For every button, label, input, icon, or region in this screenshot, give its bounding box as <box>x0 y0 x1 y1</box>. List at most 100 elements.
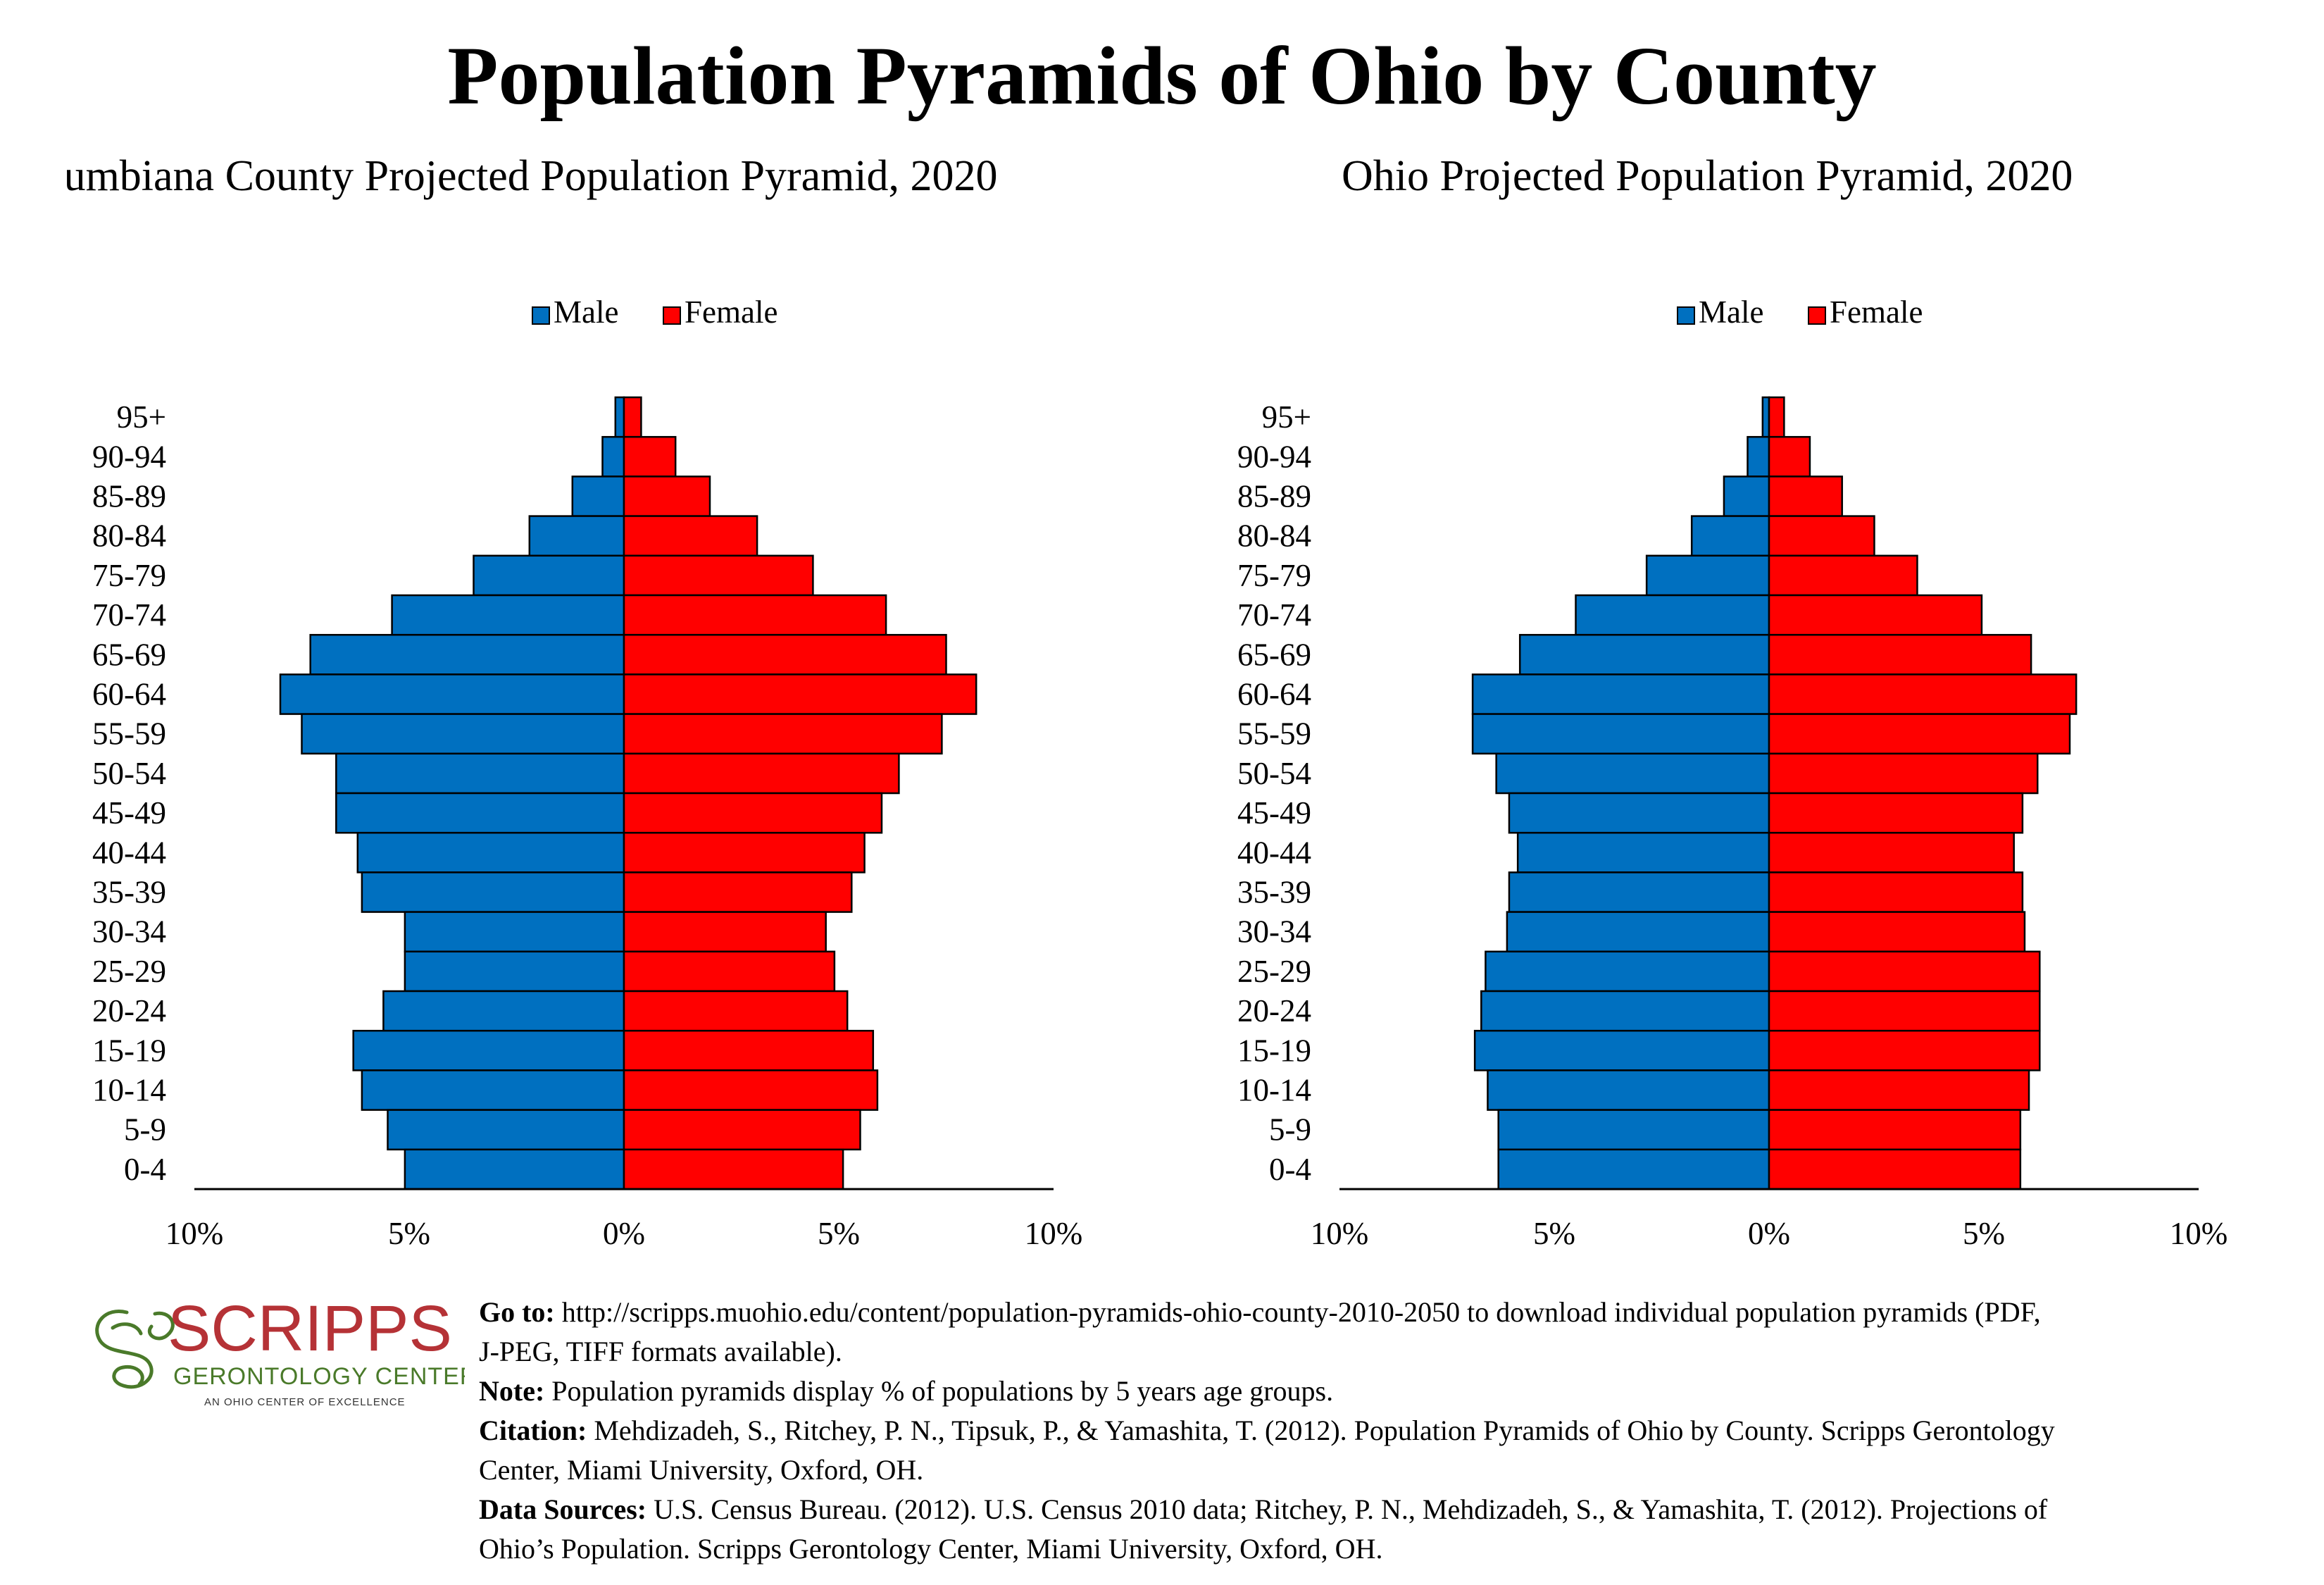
bar-male <box>1480 990 1770 1032</box>
bar-female <box>1768 950 2041 993</box>
bar-male <box>301 713 625 755</box>
bar-female <box>623 713 943 755</box>
bar-male <box>1506 911 1770 953</box>
age-label: 90-94 <box>1237 439 1311 474</box>
bar-male <box>614 396 625 438</box>
bar-male <box>361 1069 625 1111</box>
age-label: 30-34 <box>92 914 166 950</box>
age-label: 20-24 <box>1237 993 1311 1028</box>
bar-male <box>1690 515 1770 557</box>
age-label: 70-74 <box>92 597 166 633</box>
bar-female <box>623 1029 875 1071</box>
bar-male <box>1473 1029 1770 1071</box>
age-label: 35-39 <box>92 875 166 910</box>
bar-male <box>404 1148 625 1191</box>
x-tick-label: 5% <box>1963 1216 2005 1251</box>
bar-female <box>623 435 677 478</box>
sources-line-cont: Ohio’s Population. Scripps Gerontology C… <box>479 1533 1383 1565</box>
bar-male <box>601 435 625 478</box>
citation-line-cont: Center, Miami University, Oxford, OH. <box>479 1454 924 1486</box>
bar-female <box>1768 1148 2022 1191</box>
age-label: 30-34 <box>1237 914 1311 950</box>
bar-female <box>1768 396 1785 438</box>
bar-female <box>1768 554 1918 597</box>
age-label: 65-69 <box>1237 637 1311 672</box>
bar-male <box>1485 950 1770 993</box>
bar-female <box>623 594 887 636</box>
x-tick-label: 5% <box>1533 1216 1575 1251</box>
bar-female <box>1768 1109 2022 1151</box>
age-label: 95+ <box>1262 399 1311 435</box>
age-label: 40-44 <box>92 835 166 870</box>
legend-swatch-male <box>532 306 550 325</box>
bar-female <box>623 792 883 834</box>
age-label: 55-59 <box>92 716 166 752</box>
bar-male <box>1471 713 1770 755</box>
age-label: 55-59 <box>1237 716 1311 752</box>
age-label: 60-64 <box>1237 677 1311 712</box>
bar-female <box>1768 476 1843 517</box>
age-label: 45-49 <box>92 795 166 831</box>
bar-male <box>571 476 625 517</box>
age-label: 50-54 <box>1237 756 1311 791</box>
bar-female <box>1768 515 1875 557</box>
pyramid-charts: Columbiana County Projected Population P… <box>1 152 2228 1251</box>
age-label: 25-29 <box>92 954 166 989</box>
x-tick-label: 0% <box>603 1216 645 1251</box>
bar-male <box>1495 752 1770 795</box>
legend-label-male: Male <box>1699 294 1763 330</box>
age-label: 25-29 <box>1237 954 1311 989</box>
age-label: 15-19 <box>1237 1033 1311 1068</box>
sources-line: Data Sources: U.S. Census Bureau. (2012)… <box>479 1493 2048 1525</box>
pyramid-chart-2: Ohio Projected Population Pyramid, 2020 M… <box>1237 152 2228 1251</box>
bar-male <box>473 554 625 597</box>
bar-male <box>1508 871 1770 913</box>
goto-line-cont: J-PEG, TIFF formats available). <box>479 1336 842 1367</box>
age-label: 40-44 <box>1237 835 1311 870</box>
bar-female <box>623 1109 861 1151</box>
age-label: 95+ <box>117 399 166 435</box>
bar-male <box>1518 633 1770 676</box>
bar-male <box>335 752 625 795</box>
x-tick-label: 5% <box>388 1216 430 1251</box>
legend-swatch-male <box>1677 306 1695 325</box>
age-label: 0-4 <box>1269 1152 1311 1187</box>
x-tick-label: 10% <box>165 1216 224 1251</box>
bar-female <box>1768 871 2024 913</box>
bar-female <box>1768 673 2078 715</box>
citation-line: Citation: Mehdizadeh, S., Ritchey, P. N.… <box>479 1415 2055 1446</box>
legend-label-male: Male <box>554 294 618 330</box>
age-label: 50-54 <box>92 756 166 791</box>
bar-female <box>623 1069 879 1111</box>
logo-subtitle: GERONTOLOGY CENTER <box>173 1363 465 1390</box>
x-tick-label: 10% <box>1311 1216 1369 1251</box>
chart-title: Columbiana County Projected Population P… <box>1 152 998 200</box>
bar-female <box>623 396 642 438</box>
bar-male <box>528 515 625 557</box>
legend-label-female: Female <box>1830 294 1923 330</box>
bar-female <box>1768 435 1811 478</box>
bar-female <box>1768 594 1983 636</box>
bar-female <box>1768 911 2026 953</box>
logo-tagline: AN OHIO CENTER OF EXCELLENCE <box>204 1396 406 1408</box>
bar-female <box>623 752 900 795</box>
age-label: 5-9 <box>124 1112 166 1148</box>
bar-male <box>1516 831 1770 874</box>
x-tick-label: 10% <box>1025 1216 1083 1251</box>
bar-male <box>404 911 625 953</box>
age-label: 15-19 <box>92 1033 166 1068</box>
bar-female <box>1768 831 2015 874</box>
bar-male <box>279 673 625 715</box>
logo-name: SCRIPPS <box>168 1293 452 1365</box>
bar-female <box>623 515 758 557</box>
age-label: 90-94 <box>92 439 166 474</box>
goto-line: Go to: http://scripps.muohio.edu/content… <box>479 1296 2041 1328</box>
page-title: Population Pyramids of Ohio by County <box>447 30 1877 122</box>
bar-male <box>1723 476 1770 517</box>
bar-male <box>356 831 625 874</box>
age-label: 75-79 <box>92 558 166 593</box>
bar-female <box>623 871 853 913</box>
bar-female <box>1768 1029 2041 1071</box>
bar-male <box>1761 396 1770 438</box>
footer-notes: Go to: http://scripps.muohio.edu/content… <box>479 1293 2310 1569</box>
